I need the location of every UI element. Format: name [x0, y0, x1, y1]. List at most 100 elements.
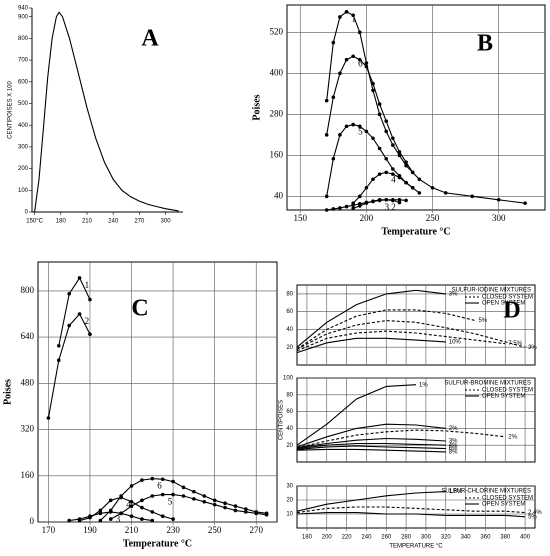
- y-tick-label: 40: [274, 190, 284, 200]
- y-tick-label: 400: [270, 67, 284, 77]
- y-tick-label: 600: [18, 79, 29, 85]
- y-tick-label: 0: [30, 516, 35, 526]
- legend-label: CLOSED SYSTEM: [482, 295, 533, 301]
- plot-frame: [296, 284, 536, 366]
- y-axis-label: Poises: [2, 379, 13, 405]
- y-tick-label: 700: [18, 58, 29, 64]
- series-line: [296, 448, 446, 453]
- data-point: [67, 518, 71, 523]
- x-tick-label: 270: [249, 525, 263, 535]
- series-label: 10%: [449, 339, 462, 345]
- x-tick-label: 340: [461, 535, 472, 541]
- series-label: 1.8%: [449, 489, 463, 495]
- x-tick-label: 260: [381, 535, 392, 541]
- y-tick-label: 640: [21, 331, 35, 341]
- series-line: [326, 11, 526, 204]
- y-tick-label: 20: [286, 498, 293, 504]
- y-tick-label: 160: [270, 149, 284, 159]
- x-tick-label: 210: [82, 219, 93, 225]
- x-tick-label: 200: [322, 535, 333, 541]
- subplot-title: SULFUR-CHLORINE MIXTURES: [441, 489, 531, 495]
- series-label: 1: [85, 280, 90, 290]
- series-label: 1: [352, 14, 357, 24]
- x-tick-label: 210: [125, 525, 139, 535]
- y-tick-label: 520: [270, 26, 284, 36]
- x-tick-label: 360: [480, 535, 491, 541]
- x-tick-label: 300: [421, 535, 432, 541]
- series-label: 4%: [449, 443, 458, 449]
- x-tick-label: 250: [208, 525, 222, 535]
- x-tick-label: 190: [83, 525, 97, 535]
- y-tick-label: 800: [18, 36, 29, 42]
- series-line: [296, 309, 476, 350]
- y-tick-label: 20: [286, 345, 293, 351]
- series-line: [296, 384, 417, 446]
- data-point: [324, 208, 329, 212]
- y-tick-label: 40: [286, 426, 293, 432]
- y-tick-label: 800: [21, 285, 35, 295]
- series-line: [326, 199, 407, 211]
- panel-letter: B: [477, 31, 493, 57]
- series-label: 6: [358, 58, 363, 68]
- x-tick-label: 250: [426, 213, 440, 223]
- subplot-title: SULFUR-IODINE MIXTURES: [452, 288, 531, 294]
- x-tick-label: 240: [108, 219, 119, 225]
- series-line: [326, 124, 414, 197]
- series-line: [296, 512, 526, 518]
- series-line: [296, 289, 446, 348]
- y-tick-label: 80: [286, 291, 293, 297]
- series-line: [296, 445, 446, 450]
- y-axis-label: CENTIPOISES: [279, 400, 285, 440]
- series-label: 3%: [449, 439, 458, 445]
- series-line: [296, 320, 526, 350]
- legend-label: CLOSED SYSTEM: [482, 388, 533, 394]
- panel-letter: A: [141, 26, 159, 52]
- x-axis-label: Temperature °C: [123, 538, 192, 549]
- series-label: 5: [168, 497, 173, 507]
- series-label: 2%: [449, 426, 458, 432]
- y-tick-label: 200: [18, 166, 29, 172]
- series-label: 2.4%: [528, 510, 542, 516]
- panel-letter: C: [131, 296, 148, 322]
- x-axis-label: TEMPERATURE °C: [389, 544, 443, 550]
- data-point: [351, 206, 355, 211]
- x-tick-label: 300: [161, 219, 172, 225]
- x-axis-label: Temperature °C: [381, 226, 450, 237]
- series-label: 2: [391, 202, 396, 212]
- x-tick-label: 170: [42, 525, 56, 535]
- series-line: [296, 423, 446, 448]
- y-tick-label: 60: [286, 409, 293, 415]
- series-line: [47, 313, 91, 419]
- y-tick-label: 160: [21, 470, 35, 480]
- series-label: 5: [358, 127, 363, 137]
- y-axis-label: Poises: [251, 94, 262, 120]
- series-label: 5%: [528, 514, 537, 520]
- y-tick-label: 0: [25, 210, 29, 216]
- series-line: [326, 55, 414, 173]
- x-tick-label: 200: [360, 213, 374, 223]
- y-tick-label: 280: [270, 108, 284, 118]
- x-tick-label: 180: [56, 219, 67, 225]
- data-point: [77, 518, 82, 523]
- series-label: 5%: [479, 318, 488, 324]
- series-line: [296, 337, 446, 354]
- y-tick-label: 300: [18, 144, 29, 150]
- series-line: [296, 330, 506, 352]
- series-line: [296, 437, 446, 449]
- series-label: 2: [85, 316, 90, 326]
- x-tick-label: 220: [342, 535, 353, 541]
- x-tick-label: 280: [401, 535, 412, 541]
- x-tick-label: 180: [302, 535, 313, 541]
- series-label: 3: [385, 202, 390, 212]
- x-tick-label: 150: [293, 213, 307, 223]
- y-tick-label: 40: [286, 327, 293, 333]
- y-tick-label: 100: [283, 376, 294, 382]
- y-tick-label: 900: [18, 14, 29, 20]
- y-tick-label: 100: [18, 188, 29, 194]
- data-point: [324, 133, 329, 137]
- x-tick-label: 230: [166, 525, 180, 535]
- x-tick-label: 300: [492, 213, 506, 223]
- data-point: [46, 416, 51, 420]
- series-label: 3%: [528, 345, 537, 351]
